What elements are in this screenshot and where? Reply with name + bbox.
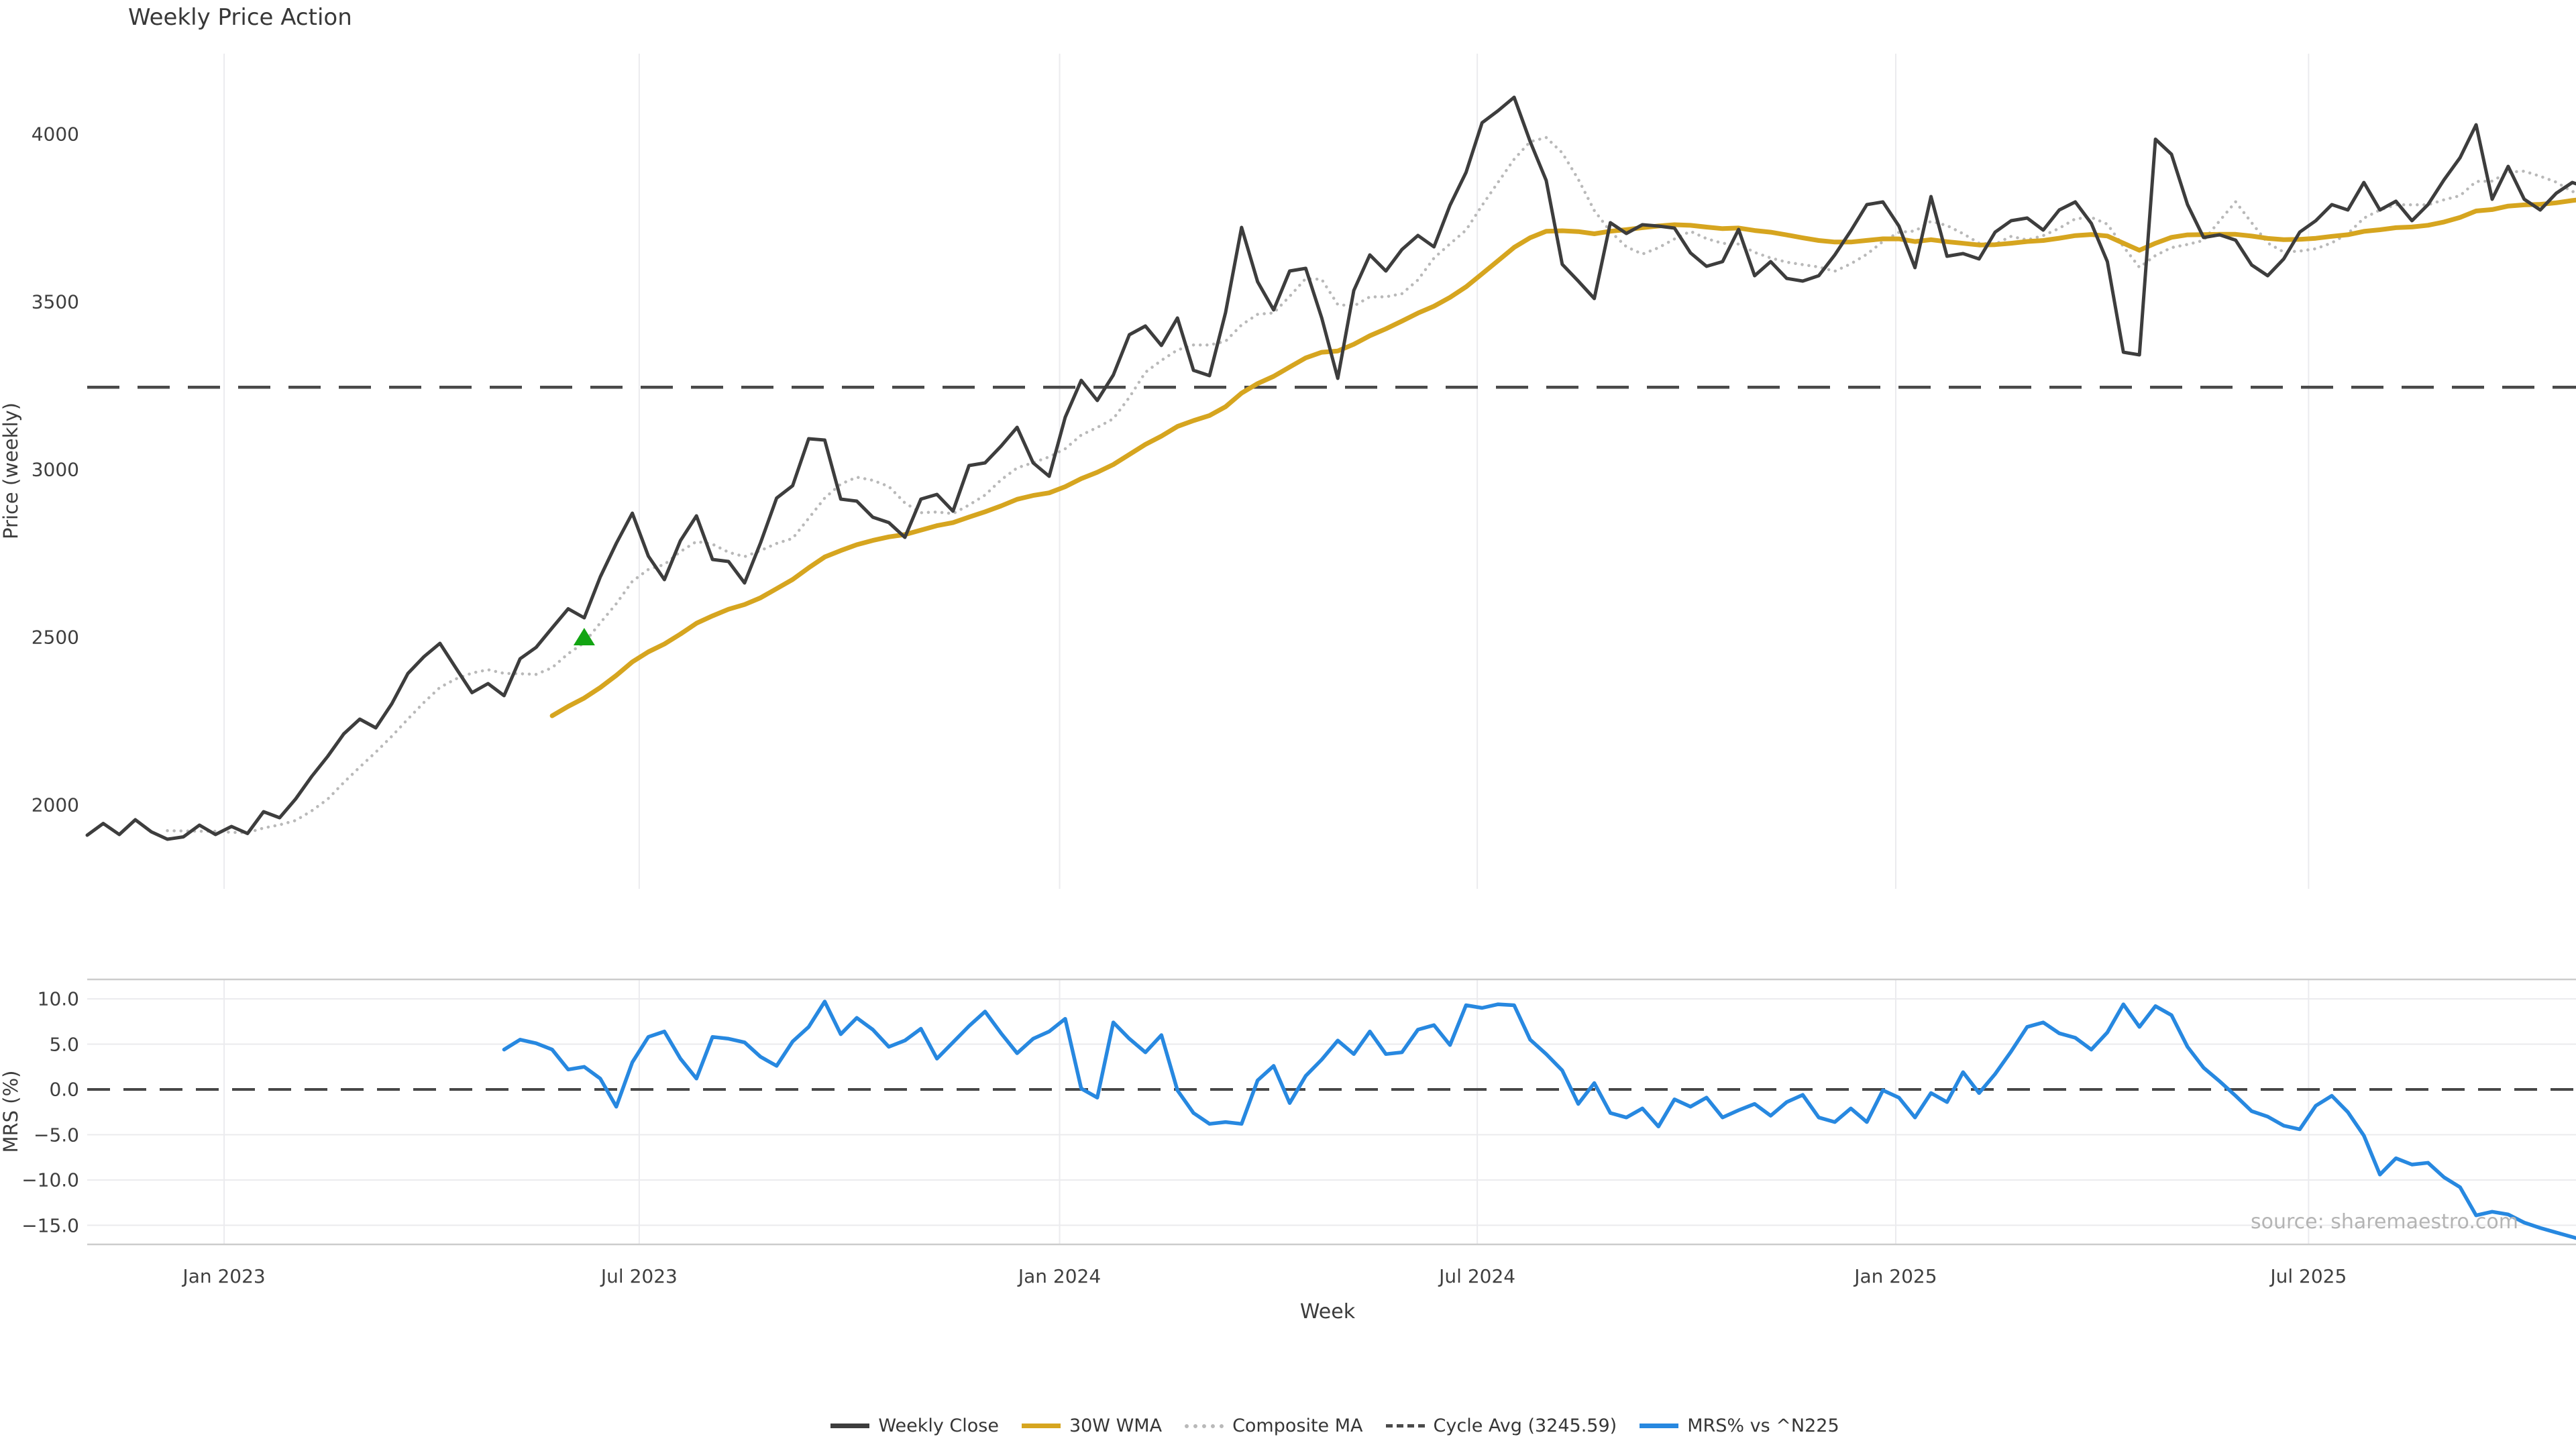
x-tick-label: Jan 2023 bbox=[182, 1265, 266, 1287]
composite-ma-line bbox=[166, 136, 2576, 835]
legend-line-swatch bbox=[1385, 1424, 1425, 1428]
mrs-ytick-label: −15.0 bbox=[21, 1214, 79, 1236]
price-ytick-label: 2000 bbox=[31, 794, 79, 816]
mrs-ytick-label: 5.0 bbox=[49, 1033, 79, 1055]
legend-item: Cycle Avg (3245.59) bbox=[1385, 1415, 1617, 1436]
legend-item: Weekly Close bbox=[830, 1415, 999, 1436]
legend-line-swatch bbox=[1185, 1424, 1224, 1428]
legend-item-label: Cycle Avg (3245.59) bbox=[1433, 1415, 1617, 1436]
source-watermark: source: sharemaestro.com bbox=[2251, 1210, 2518, 1234]
mrs-line bbox=[502, 1000, 2576, 1240]
price-ytick-label: 2500 bbox=[31, 626, 79, 649]
x-tick-label: Jul 2024 bbox=[1439, 1265, 1516, 1287]
legend-item: MRS% vs ^N225 bbox=[1640, 1415, 1839, 1436]
legend-item: 30W WMA bbox=[1021, 1415, 1163, 1436]
x-tick-label: Jul 2023 bbox=[600, 1265, 678, 1287]
mrs-ytick-label: −5.0 bbox=[34, 1124, 79, 1146]
x-tick-label: Jan 2025 bbox=[1854, 1265, 1937, 1287]
weekly-close-line bbox=[85, 95, 2576, 841]
legend-item-label: Weekly Close bbox=[878, 1415, 999, 1436]
mrs-ytick-label: 10.0 bbox=[37, 987, 79, 1010]
page-title: Weekly Price Action bbox=[128, 4, 352, 31]
mrs-ytick-label: −10.0 bbox=[21, 1169, 79, 1191]
legend-item-label: 30W WMA bbox=[1069, 1415, 1163, 1436]
buy-signal-triangle bbox=[573, 628, 595, 645]
x-tick-label: Jul 2025 bbox=[2270, 1265, 2347, 1287]
legend-item: Composite MA bbox=[1185, 1415, 1363, 1436]
price-ytick-label: 4000 bbox=[31, 123, 79, 146]
mrs-ytick-label: 0.0 bbox=[49, 1078, 79, 1101]
price-ytick-label: 3000 bbox=[31, 458, 79, 481]
price-ytick-label: 3500 bbox=[31, 290, 79, 313]
legend-line-swatch bbox=[1640, 1424, 1679, 1428]
chart-legend: Weekly Close 30W WMA Composite MA Cycle … bbox=[0, 1415, 2576, 1436]
legend-line-swatch bbox=[830, 1424, 870, 1428]
x-tick-label: Jan 2024 bbox=[1018, 1265, 1102, 1287]
x-axis-label: Week bbox=[1299, 1300, 1356, 1324]
legend-item-label: MRS% vs ^N225 bbox=[1687, 1415, 1839, 1436]
legend-line-swatch bbox=[1021, 1424, 1061, 1428]
wma-30w-line bbox=[549, 197, 2576, 718]
legend-item-label: Composite MA bbox=[1232, 1415, 1363, 1436]
